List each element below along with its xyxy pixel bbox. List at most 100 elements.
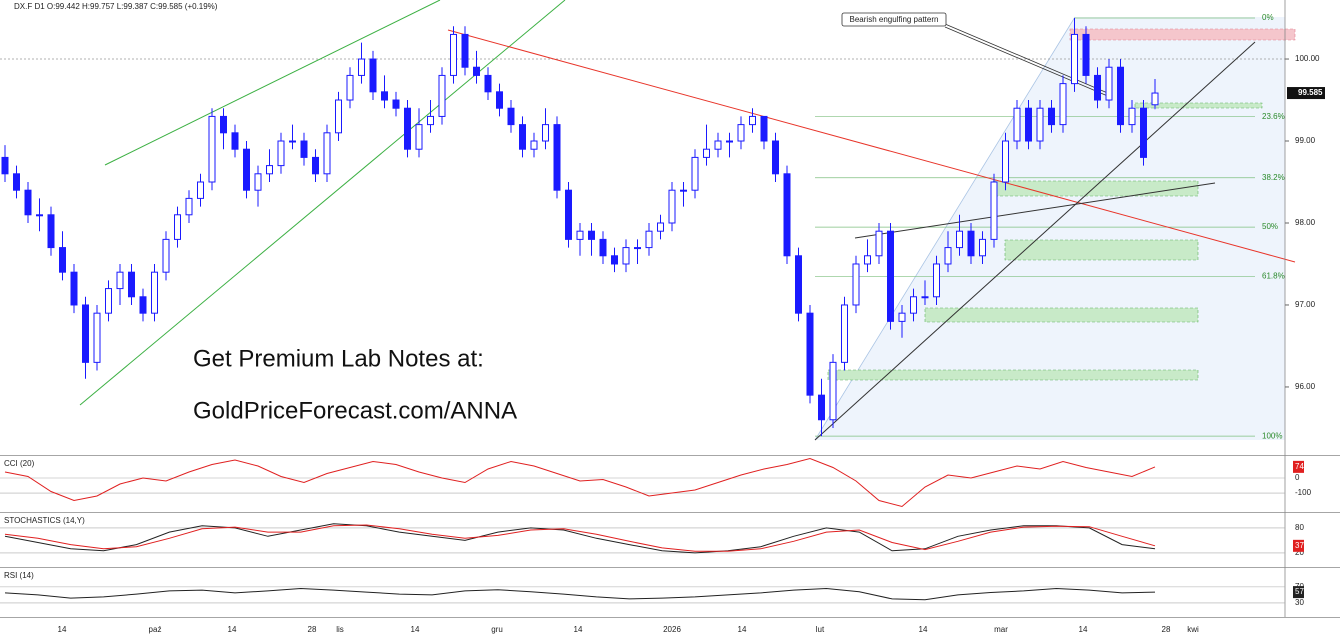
candle-body [139,296,147,314]
y-tick-label: 20 [1295,548,1304,557]
candle-body [59,247,66,273]
candle-body [841,304,848,363]
x-tick-label: 14 [1079,625,1088,634]
candle-body [1117,66,1124,126]
candle-body [1036,107,1044,142]
callout-box [841,12,947,27]
fib-label: 100% [1262,431,1282,440]
y-tick-label: 30 [1295,598,1304,607]
candle-body [680,189,687,192]
y-tick-label: 80 [1295,523,1304,532]
candle-body [1002,140,1009,183]
trend-line [854,182,1216,239]
resistance-zone [1069,28,1296,41]
candle-body [542,124,549,142]
candle-body [392,99,400,109]
candle-body [921,296,929,299]
x-tick-label: 14 [411,625,420,634]
candle-body [864,255,871,265]
candle-body [24,189,32,216]
candle-body [70,271,78,306]
fib-label: 50% [1262,222,1278,231]
indicator-line [4,523,1156,554]
last-value: 57 [1295,587,1304,596]
candle-body [737,124,745,142]
fib-diagonal [814,16,1076,441]
gap-zone [992,180,1199,197]
pattern-note: Bearish engulfing pattern [850,15,939,24]
candle-body [714,140,722,150]
y-tick-label: 100.00 [1295,54,1320,63]
candle-body [266,165,273,175]
candle-body [1151,92,1159,106]
candle-body [174,214,181,240]
candle-body [726,140,733,143]
candle-body [691,156,699,191]
candle-body [13,173,20,191]
x-tick-label: 14 [919,625,928,634]
candle-body [933,263,940,298]
candle-body [967,230,975,257]
trend-line [447,29,1296,263]
candle-body [484,74,492,93]
candle-body [1059,83,1067,126]
candle-body [208,115,216,183]
x-tick-label: lut [816,625,825,634]
indicator-line [4,524,1156,552]
candle-body [519,124,526,150]
candle-body [795,255,802,314]
candle-body [956,230,963,249]
y-tick-label: 96.00 [1295,382,1316,391]
candle-body [105,288,112,314]
y-tick-label: 97.00 [1295,300,1316,309]
candle-body [358,58,365,76]
candle-body [323,132,331,175]
candle-body [749,115,756,126]
trend-line [104,0,441,166]
candle-body [289,140,296,143]
candle-body [1025,107,1032,142]
panel-title: RSI (14) [4,571,34,580]
candle-body [1082,33,1090,76]
candle-body [887,230,894,322]
callout-line [944,23,1111,95]
candle-body [645,230,653,249]
candle-body [530,140,538,150]
candle-body [634,247,641,250]
gap-zone [1134,102,1263,109]
candle-body [93,312,101,363]
candle-body [162,238,170,273]
candle-body [668,189,676,224]
gap-zone [924,307,1199,323]
candle-body [806,312,814,396]
candle-body [1048,107,1055,126]
trend-line [814,41,1256,441]
promo-line: Get Premium Lab Notes at: [193,345,484,372]
candle-body [1128,107,1136,126]
candle-body [254,173,262,191]
candle-body [507,107,515,126]
candle-body [1094,74,1101,101]
fib-label: 61.8% [1262,272,1285,281]
y-tick-label: -100 [1295,488,1312,497]
candle-body [450,33,457,76]
y-tick-label: 98.00 [1295,218,1316,227]
candle-body [657,222,664,232]
x-tick-label: lis [336,625,344,634]
candle-body [760,115,768,142]
candle-body [381,91,388,101]
candle-body [346,74,354,101]
indicator-line [4,587,1156,601]
candle-body [312,156,319,175]
candle-body [185,197,193,216]
last-price: 99.585 [1298,88,1323,97]
candle-body [151,271,158,314]
x-tick-label: paź [149,625,162,634]
chart-title: DX.F D1 O:99.442 H:99.757 L:99.387 C:99.… [14,2,218,11]
candle-body [116,271,124,290]
candle-body [576,230,584,240]
candle-body [415,124,423,150]
candle-body [300,140,308,158]
value-tag [1293,586,1304,599]
